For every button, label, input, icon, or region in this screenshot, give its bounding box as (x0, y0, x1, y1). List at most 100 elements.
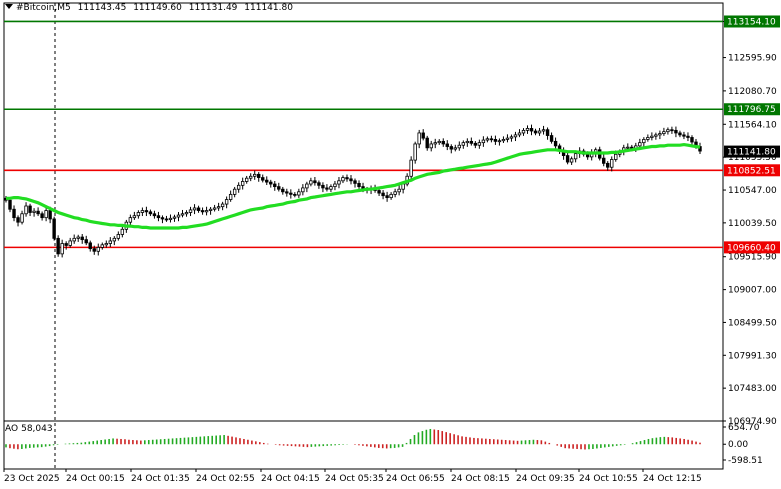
high-value: 111149.60 (133, 3, 182, 13)
candle-body (305, 183, 309, 189)
ao-header: AO 58,043 (5, 424, 56, 434)
candle-body (212, 207, 217, 210)
candle-body (409, 159, 413, 177)
candle-body (128, 217, 133, 223)
candle-body (208, 208, 213, 211)
y-tick-label: 112595.90 (728, 54, 777, 64)
candle-body (441, 140, 445, 145)
candle-body (72, 237, 76, 242)
x-tick-label: 24 Oct 04:15 (261, 474, 320, 484)
chart-frame (3, 2, 724, 470)
candle-body (180, 213, 185, 216)
candle-body (273, 183, 277, 188)
candle-body (429, 143, 433, 149)
candle-body (172, 216, 177, 219)
x-tick-label: 24 Oct 08:15 (451, 474, 510, 484)
candle-body (240, 181, 245, 186)
candle-body (257, 173, 261, 178)
ao-title: AO (5, 424, 19, 434)
candle-body (144, 210, 149, 213)
candle-body (413, 143, 417, 161)
x-tick-label: 24 Oct 02:55 (196, 474, 255, 484)
candle-body (253, 173, 257, 177)
candle-body (485, 138, 490, 141)
candle-body (489, 138, 494, 141)
price-level-tag (724, 15, 780, 28)
candle-body (92, 248, 96, 252)
ao-bars (5, 428, 701, 450)
candle-body (469, 140, 474, 144)
price-level-label: 109660.40 (727, 243, 776, 253)
symbol-label: #Bitcoin,M5 (16, 3, 71, 13)
candle-body (108, 240, 113, 244)
candle-body (513, 134, 518, 138)
candle-body (345, 177, 349, 180)
candle-body (88, 242, 92, 250)
x-tick-label: 24 Oct 12:15 (643, 474, 702, 484)
candle-body (537, 130, 542, 134)
dropdown-triangle-icon[interactable] (5, 4, 13, 9)
x-tick-label: 24 Oct 06:55 (386, 474, 445, 484)
candle-body (160, 217, 165, 220)
candle-body (196, 207, 201, 211)
candle-body (602, 157, 606, 164)
candle-body (353, 180, 357, 184)
candle-body (281, 188, 285, 193)
candle-body (293, 193, 297, 196)
candle-body (465, 140, 470, 144)
candle-body (397, 188, 401, 193)
candle-body (56, 237, 60, 255)
candle-body (317, 182, 321, 186)
candle-body (224, 199, 229, 205)
candle-body (658, 133, 662, 136)
candle-body (453, 147, 457, 150)
price-level-label: 111796.75 (727, 105, 776, 115)
candle-body (265, 179, 269, 183)
candle-body (261, 177, 265, 181)
candle-body (136, 212, 141, 217)
candle-body (585, 153, 590, 158)
candle-body (80, 236, 84, 241)
current-price-label: 111141.80 (727, 148, 776, 158)
candle-body (377, 190, 381, 194)
candle-body (8, 199, 12, 210)
ao-y-tick-label: 654.70 (728, 423, 760, 433)
candle-body (48, 210, 52, 220)
candle-body (473, 142, 478, 146)
price-level-tag (724, 241, 780, 254)
candle-body (36, 210, 40, 215)
candle-body (341, 177, 345, 182)
candle-body (642, 139, 646, 144)
candle-body (505, 137, 510, 140)
y-tick-label: 106974.90 (728, 417, 777, 427)
candle-body (654, 134, 658, 137)
candle-body (457, 144, 462, 149)
candle-body (425, 137, 429, 149)
candle-body (670, 129, 674, 132)
candle-body (329, 186, 333, 190)
candle-body (120, 228, 125, 235)
candle-body (686, 135, 690, 138)
candle-body (44, 210, 48, 219)
candle-body (232, 188, 237, 195)
candle-body (433, 142, 437, 145)
x-tick-label: 24 Oct 10:55 (579, 474, 638, 484)
candle-body (40, 213, 44, 219)
candle-body (269, 181, 273, 185)
candle-body (168, 217, 173, 220)
y-tick-label: 110547.00 (728, 186, 777, 196)
candle-body (156, 215, 161, 219)
candle-body (84, 239, 88, 244)
x-tick-label: 24 Oct 01:35 (131, 474, 190, 484)
candle-body (337, 180, 341, 185)
candle-body (533, 130, 538, 134)
candle-body (148, 211, 153, 215)
candle-body (545, 129, 550, 136)
candle-body (674, 129, 678, 134)
candle-body (445, 143, 449, 147)
candle-body (152, 213, 157, 217)
candle-body (333, 183, 337, 188)
candle-body (481, 139, 486, 144)
candle-body (192, 207, 197, 211)
